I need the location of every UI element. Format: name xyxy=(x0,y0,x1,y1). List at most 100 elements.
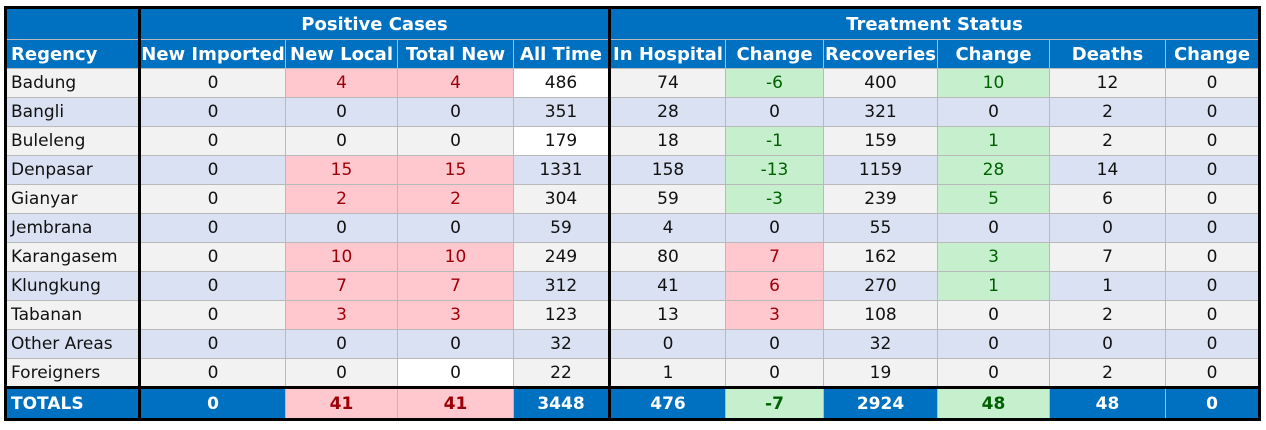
totals-deaths-cell[interactable]: 48 xyxy=(1049,386,1166,421)
new-imported-cell[interactable]: 0 xyxy=(138,329,286,359)
new-local-cell[interactable]: 0 xyxy=(285,126,398,156)
deaths-change-cell[interactable]: 0 xyxy=(1165,97,1261,127)
deaths-cell[interactable]: 1 xyxy=(1049,271,1166,301)
recoveries-change-cell[interactable]: 1 xyxy=(937,126,1050,156)
recoveries-change-cell[interactable]: 3 xyxy=(937,242,1050,272)
recoveries-change-cell[interactable]: 0 xyxy=(937,300,1050,330)
in-hospital-cell[interactable]: 13 xyxy=(609,300,726,330)
recoveries-change-cell[interactable]: 5 xyxy=(937,184,1050,214)
new-local-cell[interactable]: 15 xyxy=(285,155,398,185)
deaths-change-cell[interactable]: 0 xyxy=(1165,213,1261,243)
recoveries-cell[interactable]: 159 xyxy=(823,126,938,156)
total-new-cell[interactable]: 7 xyxy=(397,271,514,301)
recoveries-cell[interactable]: 1159 xyxy=(823,155,938,185)
all-time-cell[interactable]: 22 xyxy=(513,358,611,388)
deaths-cell[interactable]: 0 xyxy=(1049,213,1166,243)
positive-cases-header[interactable]: Positive Cases xyxy=(138,6,611,40)
recoveries-cell[interactable]: 270 xyxy=(823,271,938,301)
deaths-cell[interactable]: 12 xyxy=(1049,68,1166,98)
deaths-change-cell[interactable]: 0 xyxy=(1165,329,1261,359)
new-imported-cell[interactable]: 0 xyxy=(138,68,286,98)
totals-new-imported-cell[interactable]: 0 xyxy=(138,386,286,421)
new-local-cell[interactable]: 7 xyxy=(285,271,398,301)
all-time-cell[interactable]: 351 xyxy=(513,97,611,127)
regency-cell[interactable]: Bangli xyxy=(4,97,140,127)
all-time-cell[interactable]: 249 xyxy=(513,242,611,272)
column-header-new-local[interactable]: New Local xyxy=(285,39,398,69)
treatment-status-header[interactable]: Treatment Status xyxy=(609,6,1261,40)
recoveries-cell[interactable]: 19 xyxy=(823,358,938,388)
recoveries-change-cell[interactable]: 0 xyxy=(937,97,1050,127)
new-imported-cell[interactable]: 0 xyxy=(138,300,286,330)
deaths-cell[interactable]: 7 xyxy=(1049,242,1166,272)
totals-recoveries-cell[interactable]: 2924 xyxy=(823,386,938,421)
recoveries-cell[interactable]: 108 xyxy=(823,300,938,330)
regency-cell[interactable]: Jembrana xyxy=(4,213,140,243)
totals-new-local-cell[interactable]: 41 xyxy=(285,386,398,421)
corner-cell[interactable] xyxy=(4,6,140,40)
in-hospital-cell[interactable]: 59 xyxy=(609,184,726,214)
new-local-cell[interactable]: 0 xyxy=(285,97,398,127)
recoveries-cell[interactable]: 55 xyxy=(823,213,938,243)
recoveries-cell[interactable]: 400 xyxy=(823,68,938,98)
recoveries-cell[interactable]: 162 xyxy=(823,242,938,272)
column-header-in-hospital[interactable]: In Hospital xyxy=(609,39,726,69)
total-new-cell[interactable]: 4 xyxy=(397,68,514,98)
in-hospital-cell[interactable]: 18 xyxy=(609,126,726,156)
in-hospital-cell[interactable]: 0 xyxy=(609,329,726,359)
regency-cell[interactable]: Foreigners xyxy=(4,358,140,388)
total-new-cell[interactable]: 3 xyxy=(397,300,514,330)
all-time-cell[interactable]: 1331 xyxy=(513,155,611,185)
regency-cell[interactable]: Buleleng xyxy=(4,126,140,156)
new-local-cell[interactable]: 0 xyxy=(285,213,398,243)
column-header-regency[interactable]: Regency xyxy=(4,39,140,69)
recoveries-change-cell[interactable]: 1 xyxy=(937,271,1050,301)
deaths-cell[interactable]: 2 xyxy=(1049,300,1166,330)
all-time-cell[interactable]: 486 xyxy=(513,68,611,98)
all-time-cell[interactable]: 179 xyxy=(513,126,611,156)
total-new-cell[interactable]: 0 xyxy=(397,213,514,243)
column-header-recoveries-change[interactable]: Change xyxy=(937,39,1050,69)
deaths-change-cell[interactable]: 0 xyxy=(1165,358,1261,388)
new-imported-cell[interactable]: 0 xyxy=(138,97,286,127)
column-header-deaths-change[interactable]: Change xyxy=(1165,39,1261,69)
all-time-cell[interactable]: 59 xyxy=(513,213,611,243)
deaths-change-cell[interactable]: 0 xyxy=(1165,126,1261,156)
total-new-cell[interactable]: 0 xyxy=(397,126,514,156)
new-imported-cell[interactable]: 0 xyxy=(138,271,286,301)
deaths-change-cell[interactable]: 0 xyxy=(1165,68,1261,98)
new-local-cell[interactable]: 2 xyxy=(285,184,398,214)
regency-cell[interactable]: Tabanan xyxy=(4,300,140,330)
hospital-change-cell[interactable]: 0 xyxy=(725,213,824,243)
hospital-change-cell[interactable]: 3 xyxy=(725,300,824,330)
recoveries-cell[interactable]: 321 xyxy=(823,97,938,127)
in-hospital-cell[interactable]: 28 xyxy=(609,97,726,127)
hospital-change-cell[interactable]: 0 xyxy=(725,329,824,359)
deaths-cell[interactable]: 0 xyxy=(1049,329,1166,359)
new-local-cell[interactable]: 10 xyxy=(285,242,398,272)
total-new-cell[interactable]: 2 xyxy=(397,184,514,214)
total-new-cell[interactable]: 15 xyxy=(397,155,514,185)
deaths-cell[interactable]: 2 xyxy=(1049,358,1166,388)
column-header-recoveries[interactable]: Recoveries xyxy=(823,39,938,69)
deaths-cell[interactable]: 2 xyxy=(1049,97,1166,127)
in-hospital-cell[interactable]: 80 xyxy=(609,242,726,272)
in-hospital-cell[interactable]: 41 xyxy=(609,271,726,301)
totals-deaths-change-cell[interactable]: 0 xyxy=(1165,386,1261,421)
hospital-change-cell[interactable]: -3 xyxy=(725,184,824,214)
deaths-change-cell[interactable]: 0 xyxy=(1165,155,1261,185)
hospital-change-cell[interactable]: 0 xyxy=(725,358,824,388)
column-header-total-new[interactable]: Total New xyxy=(397,39,514,69)
recoveries-change-cell[interactable]: 0 xyxy=(937,213,1050,243)
totals-hospital-change-cell[interactable]: -7 xyxy=(725,386,824,421)
recoveries-change-cell[interactable]: 10 xyxy=(937,68,1050,98)
new-imported-cell[interactable]: 0 xyxy=(138,242,286,272)
deaths-change-cell[interactable]: 0 xyxy=(1165,242,1261,272)
all-time-cell[interactable]: 32 xyxy=(513,329,611,359)
new-imported-cell[interactable]: 0 xyxy=(138,358,286,388)
totals-in-hospital-cell[interactable]: 476 xyxy=(609,386,726,421)
regency-cell[interactable]: Gianyar xyxy=(4,184,140,214)
column-header-new-imported[interactable]: New Imported xyxy=(138,39,286,69)
hospital-change-cell[interactable]: 7 xyxy=(725,242,824,272)
regency-cell[interactable]: Klungkung xyxy=(4,271,140,301)
